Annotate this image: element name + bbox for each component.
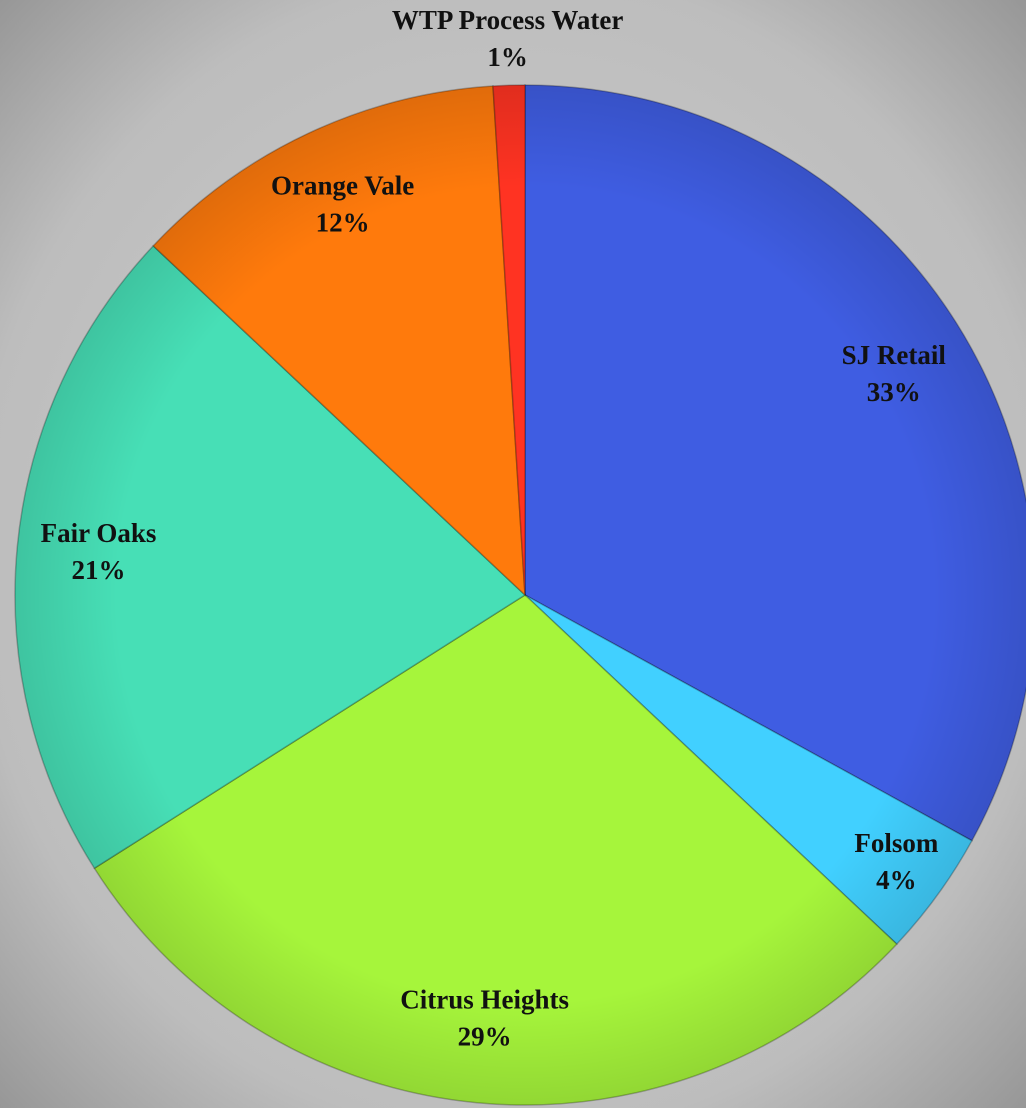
slice-value-label: 29% (458, 1022, 512, 1052)
slice-value-label: 21% (72, 555, 126, 585)
labels: SJ Retail 33% Folsom 4% Citrus Heights 29% Fai… (41, 5, 947, 1052)
slice-label: Folsom (854, 828, 939, 858)
pie (14, 84, 1026, 1106)
slice-value-label: 4% (876, 865, 917, 895)
pie-shade (15, 85, 1026, 1105)
slice-value-label: 12% (316, 208, 370, 238)
slice-value-label: 1% (487, 42, 528, 72)
slice-value-label: 33% (867, 377, 921, 407)
slice-label: Orange Vale (271, 171, 414, 201)
slice-label: Fair Oaks (41, 518, 157, 548)
slice-label: WTP Process Water (392, 5, 623, 35)
slice-label: Citrus Heights (400, 985, 569, 1015)
slice-label: SJ Retail (842, 340, 947, 370)
